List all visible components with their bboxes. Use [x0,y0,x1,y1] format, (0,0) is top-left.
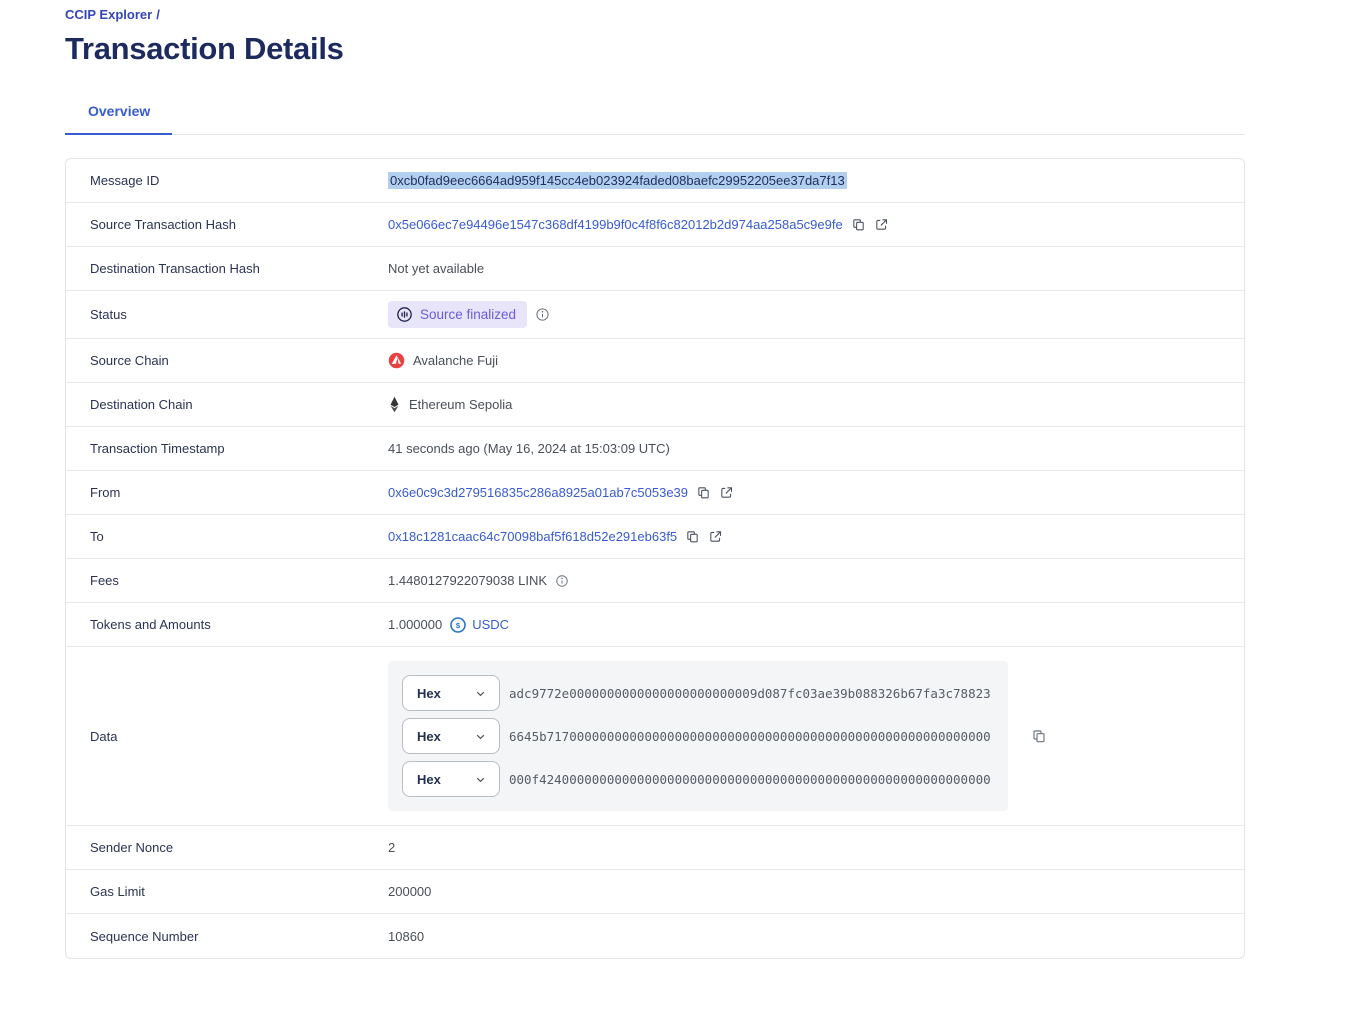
tab-bar: Overview [65,103,1245,135]
data-hex-value: adc9772e0000000000000000000000009d087fc0… [509,685,991,701]
table-row-sender-nonce: Sender Nonce 2 [66,826,1244,870]
chevron-down-icon [474,773,487,786]
token-amount: 1.000000 [388,617,443,632]
breadcrumb: CCIP Explorer / [65,7,1245,22]
page-title: Transaction Details [65,31,344,66]
data-format-select[interactable]: Hex [402,675,500,711]
breadcrumb-separator: / [156,7,160,22]
external-link-icon[interactable] [719,485,734,500]
tokens-label: Tokens and Amounts [90,617,211,632]
data-format-value: Hex [417,728,441,744]
table-row-message-id: Message ID 0xcb0fad9eec6664ad959f145cc4e… [66,159,1244,203]
data-label: Data [90,728,118,744]
tab-overview[interactable]: Overview [65,103,173,135]
table-row-status: Status Source finalized [66,291,1244,339]
status-label: Status [90,307,127,322]
data-hex-value: 000f424000000000000000000000000000000000… [509,771,991,787]
token-link[interactable]: $ USDC [450,616,510,633]
source-tx-hash-label: Source Transaction Hash [90,217,236,232]
ethereum-icon [388,396,401,413]
data-format-value: Hex [417,685,441,701]
info-icon[interactable] [555,574,569,588]
from-address-link[interactable]: 0x6e0c9c3d279516835c286a8925a01ab7c5053e… [388,485,689,500]
message-id-label: Message ID [90,173,160,188]
data-line: Hex 6645b7170000000000000000000000000000… [402,718,994,754]
fees-value: 1.4480127922079038 LINK [388,573,548,588]
copy-icon[interactable] [1031,728,1047,744]
copy-icon[interactable] [696,485,711,500]
table-row-from: From 0x6e0c9c3d279516835c286a8925a01ab7c… [66,471,1244,515]
copy-icon[interactable] [851,217,866,232]
transaction-details-table: Message ID 0xcb0fad9eec6664ad959f145cc4e… [65,158,1245,959]
table-row-sequence-number: Sequence Number 10860 [66,914,1244,958]
data-line: Hex adc9772e0000000000000000000000009d08… [402,675,994,711]
source-chain-value: Avalanche Fuji [413,353,499,368]
info-icon[interactable] [535,307,550,322]
external-link-icon[interactable] [874,217,889,232]
timestamp-value: 41 seconds ago (May 16, 2024 at 15:03:09… [388,441,670,456]
table-row-tokens: Tokens and Amounts 1.000000 $ USDC [66,603,1244,647]
data-hex-box: Hex adc9772e0000000000000000000000009d08… [388,661,1008,811]
table-row-to: To 0x18c1281caac64c70098baf5f618d52e291e… [66,515,1244,559]
status-badge: Source finalized [388,301,528,328]
dest-tx-hash-value: Not yet available [388,261,485,276]
status-badge-text: Source finalized [420,307,517,322]
timestamp-label: Transaction Timestamp [90,441,225,456]
dest-tx-hash-label: Destination Transaction Hash [90,261,260,276]
dest-chain-label: Destination Chain [90,397,193,412]
token-symbol: USDC [472,617,510,632]
copy-icon[interactable] [685,529,700,544]
source-chain-label: Source Chain [90,353,169,368]
table-row-gas-limit: Gas Limit 200000 [66,870,1244,914]
message-id-value: 0xcb0fad9eec6664ad959f145cc4eb023924fade… [388,172,847,189]
table-row-data: Data Hex adc9772e00000000000000000000000… [66,647,1244,826]
gas-limit-value: 200000 [388,884,432,899]
chevron-down-icon [474,730,487,743]
fees-label: Fees [90,573,119,588]
data-format-select[interactable]: Hex [402,718,500,754]
gas-limit-label: Gas Limit [90,884,145,899]
table-row-dest-tx-hash: Destination Transaction Hash Not yet ava… [66,247,1244,291]
status-progress-icon [396,306,413,323]
table-row-dest-chain: Destination Chain Ethereum Sepolia [66,383,1244,427]
sender-nonce-value: 2 [388,840,396,855]
table-row-fees: Fees 1.4480127922079038 LINK [66,559,1244,603]
external-link-icon[interactable] [708,529,723,544]
data-hex-value: 6645b71700000000000000000000000000000000… [509,728,991,744]
sequence-number-label: Sequence Number [90,928,199,944]
dest-chain-value: Ethereum Sepolia [409,397,513,412]
transaction-details-page: CCIP Explorer / Transaction Details Overv… [65,7,1245,959]
sequence-number-value: 10860 [388,928,425,944]
table-row-source-tx-hash: Source Transaction Hash 0x5e066ec7e94496… [66,203,1244,247]
usdc-icon: $ [450,616,467,633]
source-tx-hash-link[interactable]: 0x5e066ec7e94496e1547c368df4199b9f0c4f8f… [388,217,843,232]
data-format-value: Hex [417,771,441,787]
table-row-timestamp: Transaction Timestamp 41 seconds ago (Ma… [66,427,1244,471]
from-label: From [90,485,121,500]
data-line: Hex 000f42400000000000000000000000000000… [402,761,994,797]
table-row-source-chain: Source Chain Avalanche Fuji [66,339,1244,383]
sender-nonce-label: Sender Nonce [90,840,174,855]
avalanche-icon [388,352,405,369]
to-label: To [90,529,104,544]
to-address-link[interactable]: 0x18c1281caac64c70098baf5f618d52e291eb63… [388,529,678,544]
svg-text:$: $ [456,620,461,629]
chevron-down-icon [474,687,487,700]
data-format-select[interactable]: Hex [402,761,500,797]
breadcrumb-ccip-explorer-link[interactable]: CCIP Explorer [65,7,153,22]
